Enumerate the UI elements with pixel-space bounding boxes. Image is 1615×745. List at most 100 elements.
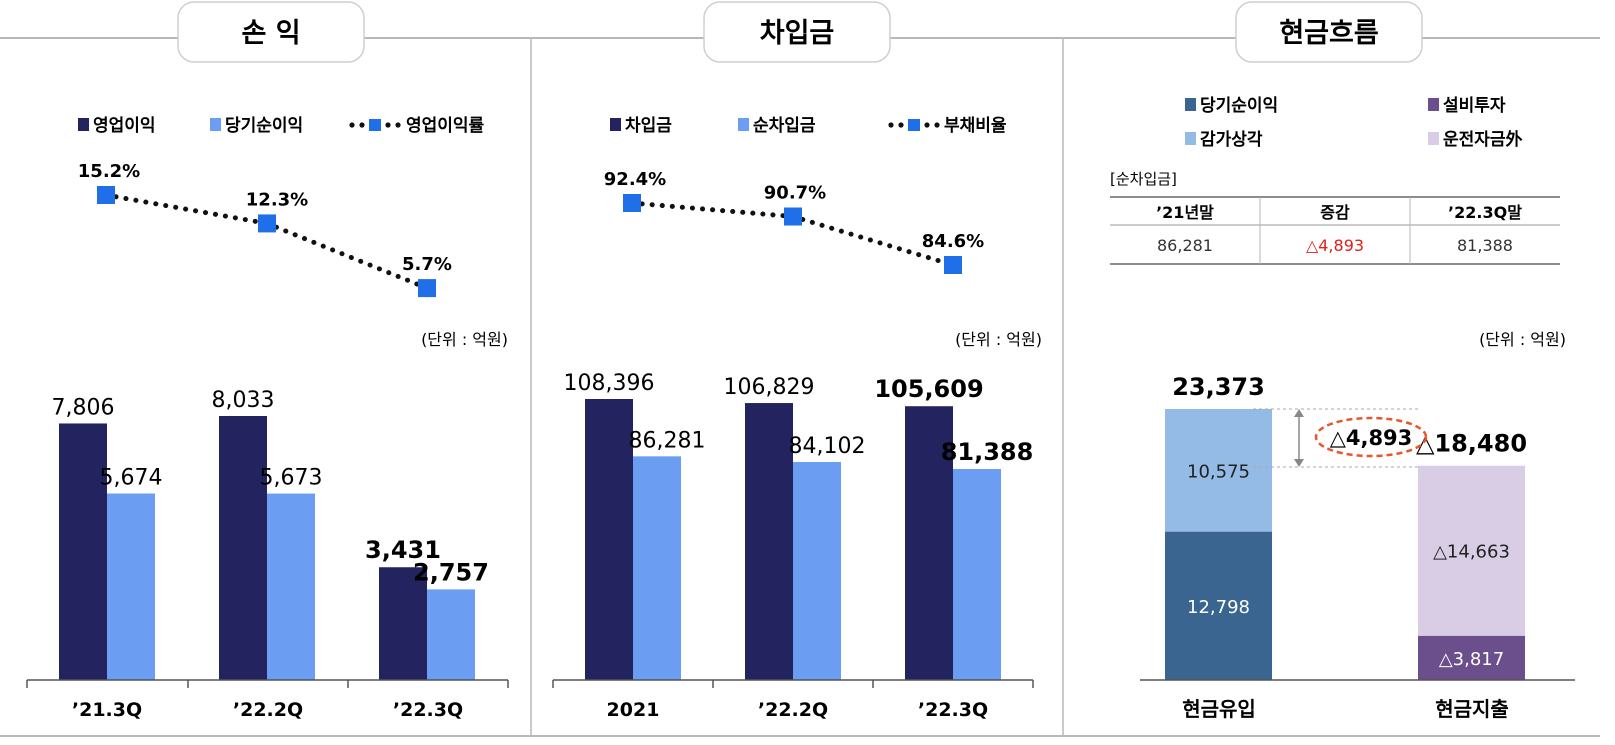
cashflow-segment-label-1-1: 12,798 (1187, 597, 1250, 618)
cashflow-segment-3-2 (1418, 635, 1525, 680)
income-axis-ticks (26, 680, 509, 688)
borrowings-bar-primary-2 (745, 403, 793, 680)
borrowings-line-marker-2 (784, 207, 802, 226)
net-borrowings-table: ’21년말 증감 ’22.3Q말 86,281 △4,893 81,388 (1110, 196, 1560, 265)
difference-arrowhead-down (1294, 459, 1304, 467)
difference-label: △4,893 (1330, 426, 1413, 450)
borrowings-bar-label-primary-1: 108,396 (564, 371, 655, 396)
legend-label-capex: 설비투자 (1443, 96, 1506, 116)
borrowings-category-label-2: ’22.2Q (758, 699, 828, 721)
borrowings-line-marker-3 (944, 256, 962, 275)
borrowings-bar-secondary-1 (633, 456, 681, 680)
table-value-prev-year-end: 86,281 (1157, 236, 1213, 255)
difference-annotation: △4,893 (1253, 408, 1428, 468)
cashflow-segment-label-3-2: △3,817 (1439, 649, 1504, 670)
borrowings-line-segment-2 (790, 214, 956, 268)
income-category-label-1: ’21.3Q (72, 699, 142, 721)
legend-line-symbol-debt-ratio (888, 119, 940, 131)
borrowings-category-label-3: ’22.3Q (918, 699, 988, 721)
legend-line-symbol-operating-margin (349, 119, 401, 131)
borrowings-bar-label-secondary-1: 86,281 (629, 428, 706, 453)
income-bar-secondary-2 (267, 493, 315, 680)
borrowings-line-segment-1 (629, 200, 796, 220)
cashflow-segment-label-2-1: 10,575 (1187, 461, 1250, 482)
borrowings-bar-label-primary-2: 106,829 (724, 375, 815, 400)
income-line-label-2: 12.3% (246, 189, 308, 210)
legend-label-net-borrowings: 순차입금 (753, 116, 816, 136)
income-bar-label-secondary-3: 2,757 (413, 558, 489, 586)
borrowings-line-label-2: 90.7% (764, 183, 826, 204)
cashflow-segment-label-4-2: △14,663 (1433, 542, 1510, 563)
cashflow-segment-1-1 (1165, 531, 1272, 680)
borrowings-unit-label: (단위 : 억원) (955, 330, 1042, 349)
cashflow-total-label-2: △18,480 (1416, 430, 1527, 458)
income-title-tab: 손 익 (177, 1, 365, 63)
income-line-label-3: 5.7% (402, 254, 452, 275)
borrowings-title-tab: 차입금 (703, 1, 891, 63)
legend-label-working-capital: 운전자금外 (1443, 129, 1523, 150)
difference-arrowhead-up (1294, 409, 1304, 417)
legend-swatch-net-borrowings (738, 118, 749, 131)
borrowings-bars: 108,396 86,281 106,829 84,102 105,609 81,388 (564, 371, 1034, 680)
income-bar-label-secondary-2: 5,673 (260, 466, 323, 491)
income-bar-label-primary-2: 8,033 (212, 388, 275, 413)
legend-label-depreciation: 감가상각 (1200, 130, 1263, 150)
legend-swatch-capex (1428, 98, 1439, 111)
income-bar-secondary-3 (427, 589, 475, 680)
cashflow-unit-label: (단위 : 억원) (1479, 330, 1566, 349)
borrowings-bar-label-secondary-3: 81,388 (941, 438, 1034, 466)
borrowings-axis-ticks (552, 680, 1034, 688)
income-bar-primary-2 (219, 416, 267, 680)
net-borrowings-table-caption: [순차입금] (1110, 170, 1177, 188)
cashflow-stacked-bars: 12,798 10,575 23,373 △3,817 △14,663 △18,480 (1165, 373, 1527, 680)
income-line-marker-3 (418, 279, 436, 298)
borrowings-line-label-1: 92.4% (604, 169, 666, 190)
legend-swatch-operating-profit (78, 118, 89, 131)
legend-swatch-working-capital (1428, 132, 1439, 145)
cashflow-category-label-inflow: 현금유입 (1182, 697, 1256, 721)
legend-swatch-cf-net-income (1185, 98, 1196, 111)
table-header-change: 증감 (1320, 203, 1350, 222)
income-margin-line: 15.2% 12.3% 5.7% (78, 161, 452, 298)
borrowings-bar-label-primary-3: 105,609 (874, 375, 983, 403)
income-line-segment-2 (264, 220, 430, 291)
legend-label-operating-margin: 영업이익률 (406, 116, 485, 136)
borrowings-bar-secondary-3 (953, 469, 1001, 680)
borrowings-bar-label-secondary-2: 84,102 (789, 434, 866, 459)
borrowings-bar-secondary-2 (793, 461, 841, 680)
legend-swatch-borrowings (610, 118, 621, 131)
cashflow-title-tab: 현금흐름 (1235, 1, 1423, 63)
legend-swatch-depreciation (1185, 132, 1196, 145)
cashflow-segment-4-2 (1418, 465, 1525, 636)
income-bar-label-secondary-1: 5,674 (100, 466, 163, 491)
income-line-marker-2 (258, 214, 276, 233)
income-bar-label-primary-3: 3,431 (365, 536, 441, 564)
table-value-q3-end: 81,388 (1457, 236, 1513, 255)
income-bar-primary-3 (379, 567, 427, 680)
borrowings-bar-primary-3 (905, 406, 953, 680)
income-legend: 영업이익 당기순이익 영업이익률 (78, 116, 485, 136)
income-category-label-3: ’22.3Q (393, 699, 463, 721)
legend-label-operating-profit: 영업이익 (93, 116, 156, 136)
income-line-label-1: 15.2% (78, 161, 140, 182)
borrowings-legend: 차입금 순차입금 부채비율 (610, 116, 1007, 136)
table-header-prev-year-end: ’21년말 (1156, 203, 1214, 222)
table-value-change: △4,893 (1306, 236, 1364, 255)
difference-highlight-oval (1314, 416, 1428, 458)
borrowings-debt-ratio-line: 92.4% 90.7% 84.6% (604, 169, 984, 275)
income-title: 손 익 (241, 18, 300, 49)
cashflow-category-label-outflow: 현금지출 (1435, 697, 1509, 721)
income-bar-label-primary-1: 7,806 (52, 395, 115, 420)
income-bar-primary-1 (59, 423, 107, 680)
cashflow-title: 현금흐름 (1279, 18, 1378, 49)
borrowings-category-label-1: 2021 (607, 699, 660, 721)
cashflow-legend: 당기순이익 감가상각 설비투자 운전자금外 (1185, 96, 1523, 150)
borrowings-line-label-3: 84.6% (922, 231, 984, 252)
income-line-marker-1 (97, 186, 115, 204)
borrowings-bar-primary-1 (585, 399, 633, 680)
legend-label-cf-net-income: 당기순이익 (1200, 96, 1278, 116)
legend-swatch-net-income (210, 118, 221, 131)
income-unit-label: (단위 : 억원) (421, 330, 508, 349)
